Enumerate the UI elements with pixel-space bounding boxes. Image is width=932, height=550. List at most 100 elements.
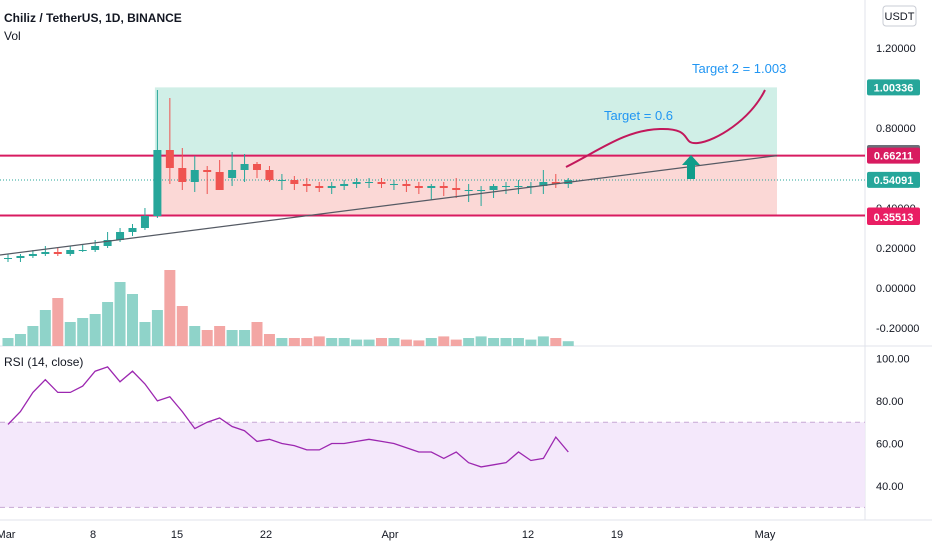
currency-button-label: USDT bbox=[885, 11, 915, 23]
volume-bar bbox=[226, 330, 238, 346]
candle-body bbox=[452, 188, 461, 190]
candle-body bbox=[477, 190, 486, 191]
volume-bar bbox=[500, 338, 512, 346]
rsi-axis[interactable]: 100.00 80.00 60.00 40.00 bbox=[876, 353, 910, 493]
user-drawings[interactable] bbox=[0, 89, 778, 256]
volume-bar bbox=[52, 298, 64, 346]
volume-bar bbox=[251, 322, 263, 346]
volume-bar bbox=[338, 338, 350, 346]
volume-bar bbox=[164, 270, 176, 346]
volume-bar bbox=[139, 322, 151, 346]
candle-body bbox=[91, 246, 100, 250]
candle-body bbox=[165, 150, 174, 168]
rsi-pane bbox=[0, 366, 865, 508]
volume-bar bbox=[89, 314, 101, 346]
volume-bar bbox=[102, 302, 114, 346]
volume-bar bbox=[276, 338, 288, 346]
price-tick-label: 1.20000 bbox=[876, 43, 916, 55]
candle-body bbox=[4, 258, 12, 259]
candle-body bbox=[277, 180, 286, 181]
volume-bar bbox=[14, 334, 26, 346]
price-badge[interactable] bbox=[867, 79, 920, 96]
price-tick-label: 0.80000 bbox=[876, 123, 916, 135]
candle-body bbox=[215, 172, 224, 190]
candle-body bbox=[290, 180, 299, 184]
candle-body bbox=[66, 250, 75, 254]
time-tick-label: 15 bbox=[171, 529, 183, 541]
volume-bar bbox=[351, 339, 363, 346]
volume-bar bbox=[512, 338, 524, 346]
price-axis[interactable]: 1.200000.800000.400000.200000.00000-0.20… bbox=[867, 43, 920, 335]
candle-body bbox=[41, 252, 50, 254]
volume-bar bbox=[488, 338, 500, 346]
volume-bar bbox=[525, 339, 537, 346]
volume-bar bbox=[301, 338, 313, 346]
price-badge-label: 1.00336 bbox=[874, 82, 914, 94]
up-arrow-icon[interactable] bbox=[682, 155, 700, 179]
volume-bar bbox=[127, 294, 138, 346]
candle-body bbox=[240, 164, 249, 170]
price-badge[interactable] bbox=[867, 208, 920, 225]
price-tick-label: -0.20000 bbox=[876, 323, 919, 335]
candle-body bbox=[53, 252, 62, 254]
price-badge-label: 0.54091 bbox=[874, 175, 914, 187]
time-axis[interactable]: Mar 8 15 22 Apr 12 19 May bbox=[0, 529, 776, 541]
candle-body bbox=[16, 256, 25, 258]
volume-bar bbox=[176, 306, 188, 346]
candle-body bbox=[140, 216, 149, 228]
volume-bar bbox=[562, 341, 574, 346]
volume-bar bbox=[288, 338, 300, 346]
candle-body bbox=[116, 232, 125, 240]
candle-body bbox=[265, 170, 274, 180]
position-zones bbox=[154, 87, 777, 216]
candlesticks bbox=[4, 90, 573, 262]
volume-bar bbox=[400, 339, 412, 346]
volume-bar bbox=[151, 310, 163, 346]
target-zone bbox=[154, 87, 777, 156]
volume-bar bbox=[214, 326, 226, 346]
volume-bar bbox=[27, 326, 39, 346]
candle-body bbox=[427, 186, 436, 188]
price-badge-label: 0.66211 bbox=[874, 151, 913, 163]
candle-body bbox=[514, 186, 523, 187]
volume-bar bbox=[438, 336, 450, 346]
candle-body bbox=[389, 184, 398, 185]
candle-body bbox=[352, 182, 361, 184]
volume-bar bbox=[413, 340, 425, 346]
candle-body bbox=[190, 170, 199, 182]
price-badge[interactable] bbox=[867, 147, 920, 164]
volume-bar bbox=[189, 326, 201, 346]
candle-body bbox=[203, 170, 212, 172]
price-badge[interactable] bbox=[867, 171, 920, 188]
currency-button[interactable]: USDT bbox=[882, 5, 917, 27]
volume-bar bbox=[2, 338, 14, 346]
trend-line[interactable] bbox=[0, 155, 778, 256]
time-tick-label: Mar bbox=[0, 529, 16, 541]
candle-body bbox=[502, 186, 510, 187]
volume-bar bbox=[475, 336, 487, 346]
candle-body bbox=[178, 168, 187, 182]
time-tick-label: 22 bbox=[260, 529, 272, 541]
candle-body bbox=[539, 182, 548, 186]
candle-body bbox=[327, 186, 336, 188]
candle-body bbox=[103, 240, 112, 246]
candle-body bbox=[340, 184, 349, 186]
candle-body bbox=[302, 184, 311, 186]
symbol-title[interactable]: Chiliz / TetherUS, 1D, BINANCE bbox=[4, 11, 182, 25]
time-tick-label: Apr bbox=[381, 529, 398, 541]
horizontal-levels[interactable] bbox=[0, 154, 865, 217]
projection-curve[interactable] bbox=[565, 89, 766, 168]
time-tick-label: 8 bbox=[90, 529, 96, 541]
rsi-line bbox=[7, 366, 569, 468]
volume-bar bbox=[463, 338, 475, 346]
volume-bar bbox=[114, 282, 126, 346]
candle-body bbox=[439, 186, 448, 188]
price-tick-label: 0.00000 bbox=[876, 283, 916, 295]
time-tick-label: 19 bbox=[611, 529, 623, 541]
candle-body bbox=[377, 182, 386, 184]
volume-bar bbox=[39, 310, 51, 346]
volume-bar bbox=[263, 334, 275, 346]
volume-bar bbox=[326, 338, 338, 346]
rsi-tick-label: 80.00 bbox=[876, 396, 904, 408]
